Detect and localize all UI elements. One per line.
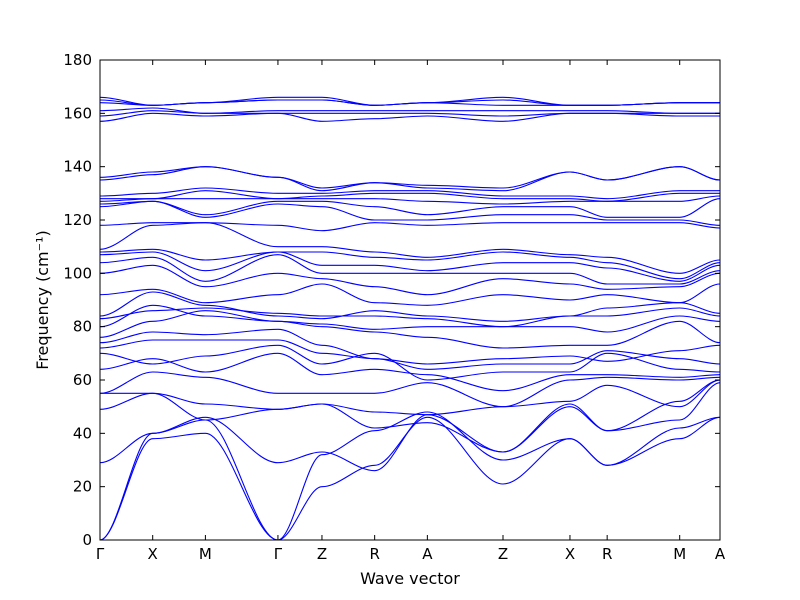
band-line-21 bbox=[99, 222, 721, 232]
band-line-8 bbox=[99, 344, 721, 381]
tick-layer: 0 20 40 60 80 100 120 140 160 180 Γ X M Γ Z R A Z X R M A bbox=[63, 51, 726, 563]
band-line-5 bbox=[100, 379, 721, 416]
x-axis-label: Wave vector bbox=[360, 569, 460, 588]
band-line-23 bbox=[99, 198, 721, 218]
plot-background bbox=[100, 60, 720, 540]
band-line-19 bbox=[99, 248, 721, 280]
x-tick-label: M bbox=[673, 545, 686, 563]
y-tick-label: 40 bbox=[73, 424, 92, 442]
y-tick-label: 20 bbox=[73, 478, 92, 496]
y-tick-label: 140 bbox=[63, 158, 92, 176]
y-tick-label: 180 bbox=[63, 51, 92, 69]
band-line-25 bbox=[99, 190, 721, 202]
band-line-6 bbox=[99, 371, 721, 408]
plot-frame bbox=[99, 59, 721, 541]
x-tick-label: Z bbox=[317, 545, 327, 563]
x-tick-label: Γ bbox=[96, 545, 105, 563]
band-line-18 bbox=[99, 251, 721, 282]
x-tick-label: R bbox=[369, 545, 379, 563]
band-line-10 bbox=[99, 328, 721, 365]
band-line-15 bbox=[99, 283, 721, 306]
x-tick-label: Z bbox=[498, 545, 508, 563]
band-line-12 bbox=[99, 304, 721, 333]
x-tick-label: X bbox=[565, 545, 575, 563]
band-line-26 bbox=[99, 187, 720, 200]
x-tick-label: A bbox=[715, 545, 726, 563]
band-line-9 bbox=[99, 339, 721, 370]
y-tick-label: 160 bbox=[63, 104, 92, 122]
x-tick-label: X bbox=[148, 545, 158, 563]
band-line-7 bbox=[99, 352, 721, 392]
x-tick-label: R bbox=[602, 545, 612, 563]
y-tick-label: 60 bbox=[73, 371, 92, 389]
band-line-17 bbox=[99, 254, 721, 285]
x-tick-label: Γ bbox=[274, 545, 283, 563]
band-line-4 bbox=[99, 379, 721, 453]
band-line-2 bbox=[99, 411, 721, 541]
y-tick-label: 0 bbox=[82, 531, 92, 549]
y-tick-label: 120 bbox=[63, 211, 92, 229]
band-line-31 bbox=[99, 107, 720, 114]
band-line-11 bbox=[99, 310, 721, 349]
band-line-13 bbox=[99, 307, 721, 328]
band-line-34 bbox=[99, 96, 720, 106]
x-tick-label: M bbox=[199, 545, 212, 563]
x-tick-label: A bbox=[422, 545, 433, 563]
series-layer bbox=[99, 96, 721, 541]
band-line-22 bbox=[99, 200, 721, 226]
band-line-16 bbox=[99, 264, 721, 296]
band-line-14 bbox=[99, 291, 721, 322]
band-line-28 bbox=[99, 166, 721, 189]
y-tick-label: 80 bbox=[73, 318, 92, 336]
y-tick-label: 100 bbox=[63, 264, 92, 282]
y-axis-label: Frequency (cm⁻¹) bbox=[33, 230, 52, 369]
